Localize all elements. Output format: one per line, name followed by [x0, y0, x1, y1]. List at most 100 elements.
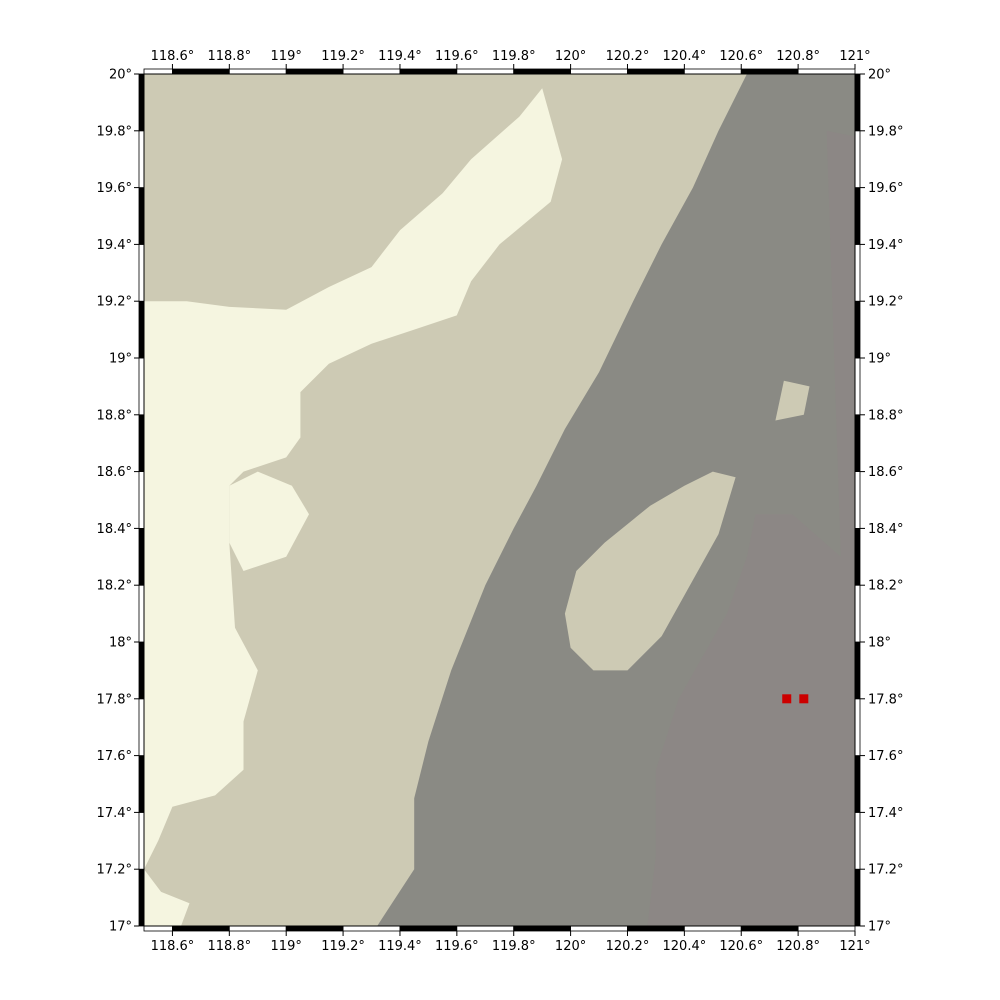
lon-label-bottom: 120.4°	[663, 939, 707, 954]
lat-label-right: 17.8°	[868, 692, 903, 707]
frame-segment-top	[456, 68, 515, 75]
right-latitude-labels: 17° 17.2° 17.4° 17.6° 17.8° 18° 18.2° 18.4° 18.6…	[860, 68, 903, 935]
lon-label-top: 118.6°	[151, 49, 195, 64]
frame-segment-left	[138, 868, 145, 927]
frame-segment-right	[854, 755, 861, 813]
frame-segment-bottom	[456, 925, 515, 932]
frame-segment-left	[138, 641, 145, 700]
lon-label-top: 121°	[839, 49, 870, 64]
frame-segment-right	[854, 130, 861, 189]
site-markers	[782, 694, 809, 704]
lon-label-bottom: 120.2°	[606, 939, 650, 954]
frame-segment-top	[627, 68, 685, 75]
lat-label-left: 18.8°	[97, 408, 132, 423]
frame-segment-left	[138, 698, 145, 756]
lat-label-left: 20°	[109, 68, 132, 83]
lon-label-bottom: 119.6°	[435, 939, 479, 954]
frame-segment-bottom	[513, 925, 571, 932]
lon-label-bottom: 119°	[271, 939, 302, 954]
lat-label-right: 17.4°	[868, 806, 903, 821]
lat-label-left: 17.6°	[97, 749, 132, 764]
lon-label-top: 119.8°	[492, 49, 536, 64]
frame-segment-right	[854, 414, 861, 472]
frame-segment-top	[683, 68, 742, 75]
frame-segment-top	[143, 68, 173, 75]
bottom-longitude-labels: 118.6° 118.8° 119° 119.2° 119.4° 119.6° 119.8°…	[151, 931, 871, 954]
lat-label-right: 18.4°	[868, 522, 903, 537]
lon-label-bottom: 120°	[555, 939, 586, 954]
frame-segment-left	[138, 357, 145, 416]
left-latitude-labels: 17° 17.2° 17.4° 17.6° 17.8° 18° 18.2° 18.4° 18.6…	[97, 68, 139, 935]
lat-label-right: 18.2°	[868, 579, 903, 594]
frame-segment-bottom	[740, 925, 799, 932]
lat-label-left: 19.8°	[97, 124, 132, 139]
site-marker	[799, 694, 809, 704]
lat-label-right: 17.2°	[868, 863, 903, 878]
frame-segment-bottom	[172, 925, 230, 932]
lat-label-right: 20°	[868, 68, 891, 83]
frame-segment-bottom	[627, 925, 685, 932]
frame-segment-left	[138, 528, 145, 586]
lat-label-left: 19°	[109, 352, 132, 367]
frame-segment-left	[138, 755, 145, 813]
lat-label-right: 18°	[868, 636, 891, 651]
plot-border	[143, 73, 856, 927]
frame-segment-bottom	[228, 925, 287, 932]
terrain-zone-pale	[144, 88, 563, 870]
lat-label-left: 19.2°	[97, 295, 132, 310]
frame-segment-right	[854, 300, 861, 359]
lat-label-left: 19.4°	[97, 238, 132, 253]
lon-label-bottom: 120.6°	[719, 939, 763, 954]
frame-segment-right	[854, 868, 861, 927]
lat-label-right: 17.6°	[868, 749, 903, 764]
map-frame	[138, 68, 861, 932]
frame-segment-top	[797, 68, 856, 75]
frame-segment-bottom	[143, 925, 173, 932]
lat-label-right: 19.6°	[868, 181, 903, 196]
terrain-zone-medium	[564, 471, 736, 671]
lat-label-right: 17°	[868, 920, 891, 935]
terrain-zone-deepest	[647, 130, 855, 926]
frame-segment-right	[854, 471, 861, 529]
frame-segment-right	[854, 698, 861, 756]
lat-label-left: 17.4°	[97, 806, 132, 821]
frame-segment-right	[854, 187, 861, 245]
frame-segment-left	[138, 812, 145, 870]
lat-label-left: 17.8°	[97, 692, 132, 707]
frame-segment-bottom	[285, 925, 344, 932]
lat-label-left: 17.2°	[97, 863, 132, 878]
lon-label-bottom: 119.4°	[378, 939, 422, 954]
frame-segment-right	[854, 812, 861, 870]
site-marker	[782, 694, 792, 704]
frame-segment-left	[138, 243, 145, 302]
frame-segment-top	[570, 68, 628, 75]
frame-segment-right	[854, 73, 861, 132]
lat-label-left: 19.6°	[97, 181, 132, 196]
lat-label-right: 19.8°	[868, 124, 903, 139]
frame-segment-left	[138, 300, 145, 359]
frame-segment-bottom	[570, 925, 628, 932]
frame-segment-right	[854, 641, 861, 700]
frame-segment-bottom	[399, 925, 458, 932]
lat-label-right: 19.4°	[868, 238, 903, 253]
lat-label-left: 18.6°	[97, 465, 132, 480]
lon-label-top: 120.8°	[776, 49, 820, 64]
lon-label-top: 120.4°	[663, 49, 707, 64]
lat-label-left: 17°	[109, 920, 132, 935]
lat-label-right: 18.8°	[868, 408, 903, 423]
lon-label-bottom: 119.8°	[492, 939, 536, 954]
terrain-zone-pale	[229, 471, 309, 571]
terrain-zone-pale	[144, 869, 190, 926]
lon-label-bottom: 121°	[839, 939, 870, 954]
frame-segment-right	[854, 584, 861, 643]
frame-segment-top	[228, 68, 287, 75]
frame-segment-top	[172, 68, 230, 75]
frame-segment-left	[138, 584, 145, 643]
frame-segment-top	[740, 68, 799, 75]
frame-segment-top	[513, 68, 571, 75]
frame-segment-top	[342, 68, 401, 75]
lat-label-left: 18°	[109, 636, 132, 651]
frame-segment-top	[285, 68, 344, 75]
